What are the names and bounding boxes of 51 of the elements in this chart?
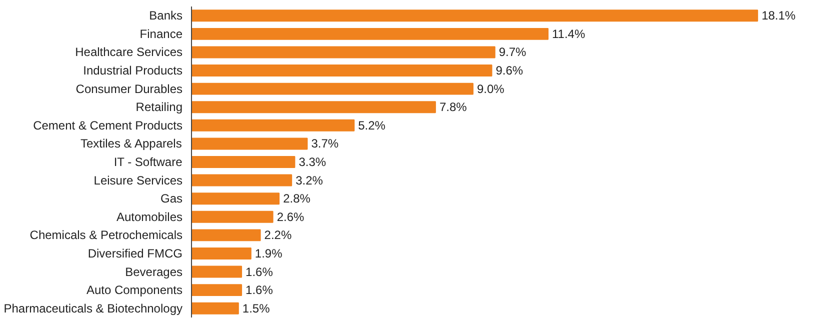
y-tick-label: Beverages	[125, 264, 183, 279]
y-tick-label: IT - Software	[114, 155, 183, 169]
bar	[192, 210, 274, 223]
data-label: 1.5%	[242, 301, 270, 316]
y-tick-label: Chemicals & Petrochemicals	[30, 228, 182, 242]
bar	[192, 101, 436, 114]
bar	[192, 174, 292, 186]
data-label: 3.2%	[296, 173, 324, 188]
y-tick-label: Textiles & Apparels	[80, 136, 182, 151]
y-tick-label: Automobiles	[116, 210, 183, 224]
y-tick-label: Consumer Durables	[76, 82, 183, 96]
y-tick-label: Banks	[149, 8, 183, 23]
bar	[192, 156, 296, 168]
data-label: 3.7%	[311, 136, 339, 151]
bar	[192, 64, 492, 77]
data-label: 9.7%	[498, 45, 527, 60]
bar	[192, 138, 308, 150]
y-tick-label: Retailing	[136, 100, 183, 114]
bar	[192, 46, 496, 58]
bar	[192, 266, 242, 278]
bar	[192, 229, 261, 242]
data-label: 18.1%	[762, 8, 796, 23]
data-label: 1.6%	[246, 283, 274, 298]
bar	[192, 284, 242, 296]
data-label: 5.2%	[358, 118, 386, 132]
y-tick-label: Pharmaceuticals & Biotechnology	[4, 301, 182, 316]
bar	[192, 247, 252, 260]
bar	[192, 119, 355, 132]
data-label: 9.6%	[496, 64, 524, 78]
data-label: 2.8%	[283, 192, 311, 206]
y-tick-label: Cement & Cement Products	[33, 118, 183, 132]
y-tick-label: Diversified FMCG	[88, 246, 183, 260]
bar	[192, 302, 239, 314]
bar	[192, 10, 758, 22]
bar	[192, 82, 474, 95]
data-label: 9.0%	[476, 82, 505, 96]
data-label: 2.2%	[264, 228, 292, 242]
y-tick-label: Leisure Services	[94, 173, 183, 188]
data-label: 11.4%	[552, 26, 586, 41]
data-label: 7.8%	[439, 100, 468, 114]
data-label: 1.9%	[254, 246, 283, 260]
data-label: 1.6%	[246, 264, 274, 279]
data-label: 2.6%	[276, 210, 304, 224]
bar	[192, 28, 549, 40]
y-tick-label: Gas	[160, 192, 183, 206]
bar	[192, 192, 280, 205]
data-label: 3.3%	[298, 155, 326, 169]
y-tick-label: Industrial Products	[83, 64, 183, 78]
y-tick-label: Finance	[140, 26, 183, 41]
y-tick-label: Healthcare Services	[75, 45, 183, 60]
y-tick-label: Auto Components	[86, 283, 183, 298]
